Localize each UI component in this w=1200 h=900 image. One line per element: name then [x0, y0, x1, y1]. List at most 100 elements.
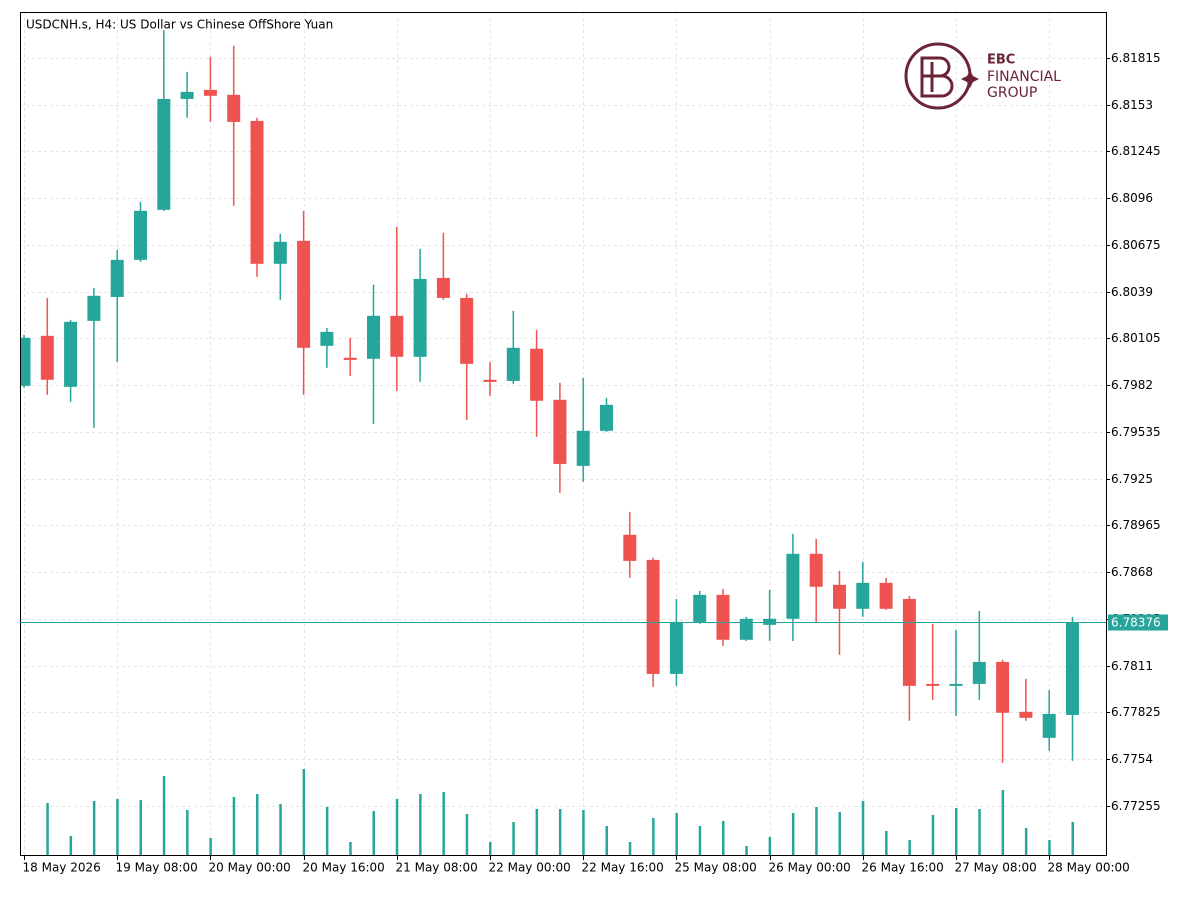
candle-body	[273, 241, 287, 264]
volume-bar	[1071, 822, 1074, 855]
x-tick-label: 26 May 00:00	[769, 861, 851, 875]
y-tick-label: 6.77825	[1111, 705, 1161, 719]
candle-body	[763, 618, 777, 625]
volume-bar	[815, 807, 818, 855]
volume-bar	[325, 807, 329, 855]
candle-body	[367, 315, 380, 359]
volume-bar	[162, 776, 166, 855]
y-tick-label: 6.8153	[1111, 98, 1153, 112]
volume-bar	[698, 826, 702, 855]
volume-bar	[92, 801, 96, 855]
x-tick-label: 22 May 16:00	[582, 861, 664, 875]
grid	[20, 12, 1106, 855]
y-tick-label: 6.81815	[1111, 51, 1161, 65]
candle-body	[483, 379, 497, 382]
volume-bar	[232, 797, 236, 855]
candle-body	[1019, 711, 1033, 718]
current-price-box	[1108, 614, 1168, 631]
volume-bar	[489, 842, 492, 855]
volume-bar	[978, 809, 981, 855]
candle-body	[646, 559, 660, 674]
current-price-label: 6.78376	[1111, 616, 1161, 630]
y-tick-label: 6.7925	[1111, 472, 1153, 486]
candle-body	[436, 277, 450, 298]
candle-body	[506, 347, 520, 381]
y-tick-label: 6.80675	[1111, 238, 1161, 252]
y-tick-label: 6.7754	[1111, 752, 1153, 766]
volume-bar	[582, 810, 585, 855]
candle-body	[20, 337, 31, 386]
candle-body	[809, 553, 823, 587]
candle-body	[902, 598, 916, 686]
volume-bar	[628, 842, 632, 855]
volume-bar	[838, 812, 841, 855]
logo: EBC FINANCIAL GROUP	[904, 42, 1061, 110]
y-tick-label: 6.7811	[1111, 659, 1153, 673]
volume-bar	[139, 800, 142, 855]
candle-body	[669, 621, 683, 674]
volume-bar	[395, 799, 399, 855]
x-tick-label: 25 May 08:00	[675, 861, 757, 875]
logo-name: EBC	[987, 53, 1015, 68]
candle-body	[87, 295, 101, 321]
candle-body	[739, 618, 753, 640]
logo-line: GROUP	[987, 85, 1037, 101]
volume-bar	[419, 794, 422, 855]
candle-body	[203, 89, 217, 96]
candle-body	[716, 594, 730, 640]
candle-body	[623, 534, 637, 561]
candle-body	[390, 315, 404, 357]
volume-bar	[908, 840, 911, 855]
chart-title: USDCNH.s, H4: US Dollar vs Chinese OffSh…	[26, 18, 333, 32]
volume-bar	[1048, 840, 1051, 855]
candle-body	[250, 120, 264, 264]
candle-body	[879, 582, 893, 609]
volume-bar	[279, 804, 282, 855]
candle-body	[576, 430, 590, 466]
candle-body	[1066, 622, 1079, 715]
candle-body	[343, 357, 357, 360]
candle-body	[320, 331, 334, 346]
x-tick-label: 26 May 16:00	[862, 861, 944, 875]
volume-bar	[46, 803, 49, 855]
candle-body	[833, 584, 846, 609]
y-tick-label: 6.77255	[1111, 799, 1161, 813]
volume-bar	[69, 836, 73, 855]
volume-bar	[722, 821, 725, 855]
logo-mark	[920, 56, 954, 98]
candle-body	[460, 297, 474, 364]
volume-bar	[512, 822, 515, 855]
volume-bar	[1001, 790, 1005, 855]
candle-body	[64, 321, 78, 387]
y-tick-label: 6.8096	[1111, 191, 1153, 205]
volume-bar	[442, 792, 445, 855]
x-tick-label: 20 May 00:00	[209, 861, 291, 875]
x-tick-label: 20 May 16:00	[303, 861, 385, 875]
logo-line: FINANCIAL	[987, 69, 1061, 85]
candle-body	[949, 683, 963, 686]
y-tick-label: 6.7868	[1111, 565, 1153, 579]
volume-bar	[465, 814, 469, 855]
volume-bar	[302, 769, 306, 855]
volume-bar	[931, 815, 935, 855]
candle-body	[856, 582, 870, 609]
y-tick-label: 6.8039	[1111, 285, 1153, 299]
y-tick-label: 6.81245	[1111, 144, 1161, 158]
candle-body	[786, 553, 800, 619]
volume-bar	[955, 808, 958, 855]
candle-body	[553, 399, 567, 464]
volume-bar	[861, 801, 865, 855]
y-tick-label: 6.80105	[1111, 331, 1161, 345]
candle-body	[180, 91, 194, 99]
x-tick-label: 28 May 00:00	[1048, 861, 1130, 875]
candle-body	[134, 210, 147, 260]
volume-bar	[116, 799, 119, 855]
candle-body	[40, 335, 54, 380]
plot-area	[20, 29, 1079, 855]
volume-bar	[768, 837, 772, 855]
volume-bar	[745, 846, 748, 855]
candle-body	[227, 94, 241, 122]
volume-bar	[1024, 828, 1028, 855]
